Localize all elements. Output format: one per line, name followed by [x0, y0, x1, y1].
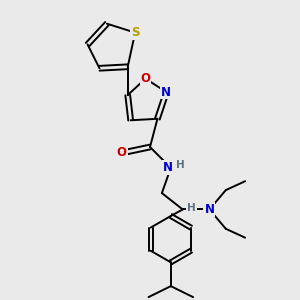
- Text: H: H: [176, 160, 185, 170]
- Text: O: O: [140, 72, 151, 85]
- Text: O: O: [117, 146, 127, 160]
- Text: N: N: [161, 85, 171, 98]
- Text: N: N: [163, 161, 173, 174]
- Text: H: H: [187, 203, 196, 213]
- Text: N: N: [204, 203, 214, 216]
- Text: S: S: [131, 26, 140, 39]
